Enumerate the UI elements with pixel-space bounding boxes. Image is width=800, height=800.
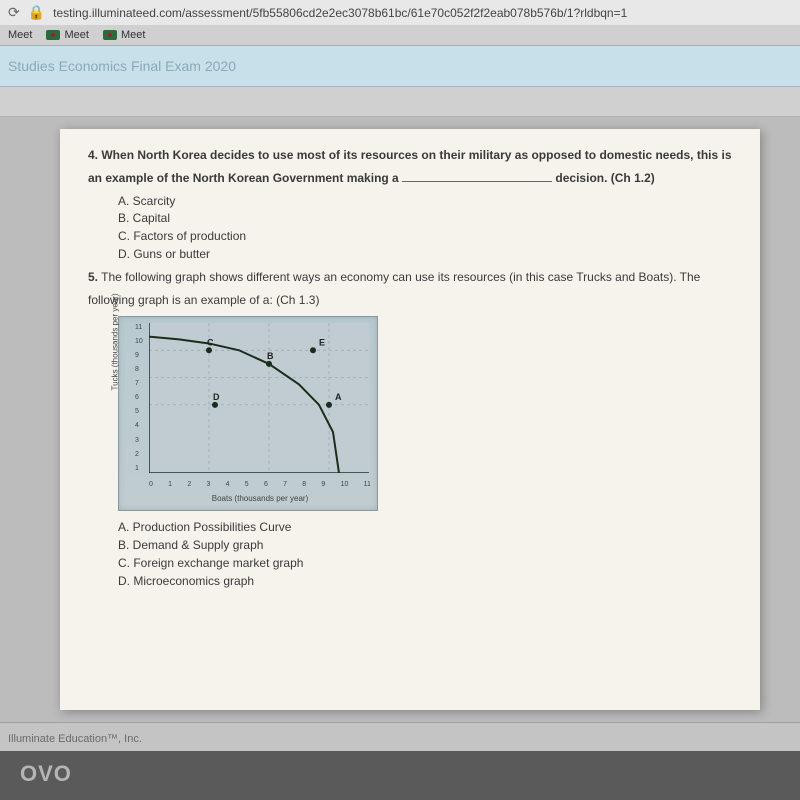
ppc-svg: C E B D A [149,323,369,473]
q4-opt-a[interactable]: A. Scarcity [118,193,732,210]
url-bar: ⟳ 🔒 testing.illuminateed.com/assessment/… [0,0,800,25]
exam-title: Studies Economics Final Exam 2020 [8,58,236,74]
camera-icon [46,30,60,40]
footer: Illuminate Education™, Inc. [0,722,800,751]
graph-y-label: Tucks (thousands per year) [109,293,120,390]
question-5: 5. The following graph shows different w… [88,269,732,286]
blank-line [402,181,552,182]
q5-opt-d[interactable]: D. Microeconomics graph [118,573,732,590]
q5-opt-c[interactable]: C. Foreign exchange market graph [118,555,732,572]
gap-bar [0,87,800,117]
footer-text: Illuminate Education™, Inc. [8,733,142,745]
svg-text:E: E [319,338,325,348]
camera-icon [103,30,117,40]
question-4-line2: an example of the North Korean Governmen… [88,170,732,187]
tabs-bar: Meet Meet Meet [0,25,800,45]
graph-x-label: Boats (thousands per year) [149,493,371,504]
tab-meet-1[interactable]: Meet [8,29,32,41]
q4-opt-d[interactable]: D. Guns or butter [118,246,732,263]
svg-text:B: B [267,351,274,361]
question-5-options: A. Production Possibilities Curve B. Dem… [88,519,732,589]
exam-page: 4. When North Korea decides to use most … [60,129,760,710]
ovo-logo: OVO [20,761,72,786]
lock-icon: 🔒 [28,4,45,21]
q4-opt-b[interactable]: B. Capital [118,210,732,227]
q5-opt-b[interactable]: B. Demand & Supply graph [118,537,732,554]
x-ticks: 01234567891011 [149,480,371,490]
refresh-icon[interactable]: ⟳ [8,4,20,21]
page-header: Studies Economics Final Exam 2020 [0,46,800,87]
browser-chrome: ⟳ 🔒 testing.illuminateed.com/assessment/… [0,0,800,46]
plot-area: 1234567891011 CEBDA 01234567891011 Boats… [149,323,371,504]
bottom-bar: OVO [0,751,800,797]
tab-meet-3[interactable]: Meet [103,29,145,41]
q4-opt-c[interactable]: C. Factors of production [118,228,732,245]
content-area: 4. When North Korea decides to use most … [0,117,800,722]
y-ticks: 1234567891011 [135,323,143,473]
svg-text:D: D [213,392,220,402]
q5-opt-a[interactable]: A. Production Possibilities Curve [118,519,732,536]
svg-text:A: A [335,392,342,402]
url-text: testing.illuminateed.com/assessment/5fb5… [53,6,627,20]
tab-meet-2[interactable]: Meet [46,29,88,41]
question-4: 4. When North Korea decides to use most … [88,147,732,164]
question-5-line2: following graph is an example of a: (Ch … [88,292,732,309]
question-4-options: A. Scarcity B. Capital C. Factors of pro… [88,193,732,263]
svg-text:C: C [207,338,214,348]
ppc-graph: Tucks (thousands per year) 1234567891011… [118,316,378,511]
